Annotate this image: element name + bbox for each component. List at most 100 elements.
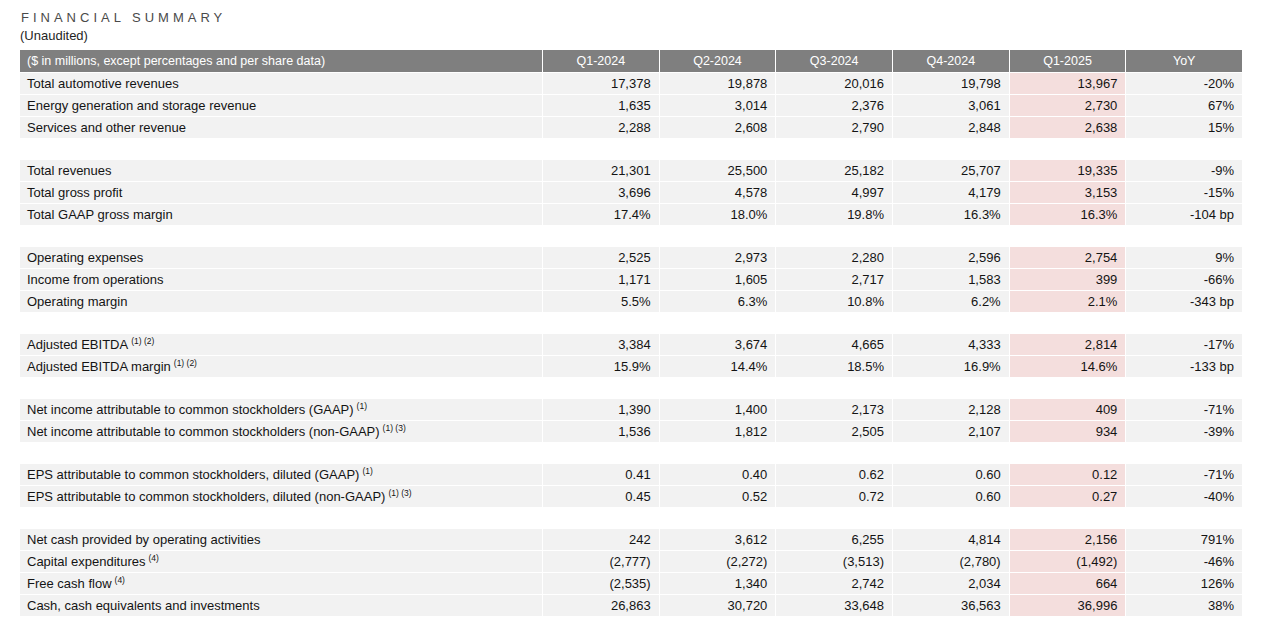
- table-row: Net income attributable to common stockh…: [20, 421, 1242, 443]
- row-label-text: Adjusted EBITDA margin: [27, 359, 171, 374]
- footnote-ref: (1) (2): [131, 336, 154, 346]
- footnote-ref: (1) (2): [174, 358, 197, 368]
- footnote-ref: (1) (3): [388, 488, 411, 498]
- value-cell-q4-2024: 16.9%: [893, 356, 1010, 377]
- value-cell-q4-2024: 19,798: [893, 73, 1010, 94]
- value-cell-q3-2024: 20,016: [776, 73, 893, 94]
- table-row: EPS attributable to common stockholders,…: [20, 486, 1242, 508]
- row-label: Total gross profit: [20, 182, 543, 203]
- value-cell-q3-2024: 2,280: [776, 247, 893, 268]
- column-header-q1-2025: Q1-2025: [1010, 50, 1127, 72]
- row-label: Cash, cash equivalents and investments: [20, 595, 543, 616]
- table-row: Net cash provided by operating activitie…: [20, 529, 1242, 551]
- value-cell-q1-2024: 1,390: [543, 399, 660, 420]
- value-cell-q1-2024: 2,525: [543, 247, 660, 268]
- value-cell-q4-2024: 2,107: [893, 421, 1010, 442]
- row-label: Energy generation and storage revenue: [20, 95, 543, 116]
- column-header-q1-2024: Q1-2024: [543, 50, 660, 72]
- value-cell-q4-2024: 0.60: [893, 464, 1010, 485]
- yoy-value: -20%: [1126, 73, 1242, 94]
- row-label-text: Net income attributable to common stockh…: [27, 424, 380, 439]
- value-cell-q3-2024: 19.8%: [776, 204, 893, 225]
- value-cell-q1-2024: 0.45: [543, 486, 660, 507]
- financial-summary-page: FINANCIAL SUMMARY (Unaudited) ($ in mill…: [0, 0, 1280, 617]
- value-cell-q4-2024: 3,061: [893, 95, 1010, 116]
- value-cell-q1-2025: 409: [1010, 399, 1127, 420]
- yoy-value: 67%: [1126, 95, 1242, 116]
- value-cell-q2-2024: 1,812: [660, 421, 777, 442]
- yoy-value: -39%: [1126, 421, 1242, 442]
- value-cell-q1-2024: 17,378: [543, 73, 660, 94]
- value-cell-q2-2024: 3,674: [660, 334, 777, 355]
- value-cell-q1-2024: 15.9%: [543, 356, 660, 377]
- value-cell-q2-2024: 1,605: [660, 269, 777, 290]
- row-label-text: Total automotive revenues: [27, 76, 179, 91]
- value-cell-q2-2024: 1,400: [660, 399, 777, 420]
- table-row: Capital expenditures(4)(2,777)(2,272)(3,…: [20, 551, 1242, 573]
- table-row: Operating margin5.5%6.3%10.8%6.2%2.1%-34…: [20, 291, 1242, 313]
- value-cell-q1-2025: 0.12: [1010, 464, 1127, 485]
- value-cell-q1-2025: 2,730: [1010, 95, 1127, 116]
- value-cell-q3-2024: 33,648: [776, 595, 893, 616]
- row-label-text: Cash, cash equivalents and investments: [27, 598, 260, 613]
- table-row: Services and other revenue2,2882,6082,79…: [20, 117, 1242, 139]
- value-cell-q4-2024: 2,128: [893, 399, 1010, 420]
- footnote-ref: (1): [357, 401, 367, 411]
- value-cell-q4-2024: 16.3%: [893, 204, 1010, 225]
- yoy-value: -66%: [1126, 269, 1242, 290]
- yoy-value: 9%: [1126, 247, 1242, 268]
- value-cell-q4-2024: 2,596: [893, 247, 1010, 268]
- value-cell-q1-2025: 934: [1010, 421, 1127, 442]
- yoy-value: -15%: [1126, 182, 1242, 203]
- value-cell-q2-2024: 0.40: [660, 464, 777, 485]
- column-header-q4-2024: Q4-2024: [893, 50, 1010, 72]
- value-cell-q1-2025: 2,754: [1010, 247, 1127, 268]
- row-label-text: Capital expenditures: [27, 554, 146, 569]
- yoy-value: 126%: [1126, 573, 1242, 594]
- value-cell-q3-2024: 2,717: [776, 269, 893, 290]
- table-row: Net income attributable to common stockh…: [20, 399, 1242, 421]
- row-label-text: Operating margin: [27, 294, 127, 309]
- row-label: Adjusted EBITDA margin(1) (2): [20, 356, 543, 377]
- value-cell-q4-2024: 4,179: [893, 182, 1010, 203]
- yoy-value: -71%: [1126, 464, 1242, 485]
- value-cell-q2-2024: 19,878: [660, 73, 777, 94]
- row-label-text: Free cash flow: [27, 576, 112, 591]
- value-cell-q2-2024: 30,720: [660, 595, 777, 616]
- table-row: Adjusted EBITDA margin(1) (2)15.9%14.4%1…: [20, 356, 1242, 378]
- value-cell-q1-2024: 0.41: [543, 464, 660, 485]
- section-gap: [20, 226, 1242, 247]
- footnote-ref: (4): [115, 575, 125, 585]
- value-cell-q2-2024: 2,608: [660, 117, 777, 138]
- value-cell-q4-2024: 2,034: [893, 573, 1010, 594]
- value-cell-q1-2024: (2,777): [543, 551, 660, 572]
- value-cell-q1-2025: 0.27: [1010, 486, 1127, 507]
- value-cell-q2-2024: 3,014: [660, 95, 777, 116]
- value-cell-q4-2024: 6.2%: [893, 291, 1010, 312]
- table-row: Total gross profit3,6964,5784,9974,1793,…: [20, 182, 1242, 204]
- value-cell-q3-2024: (3,513): [776, 551, 893, 572]
- value-cell-q1-2024: 242: [543, 529, 660, 550]
- yoy-value: -71%: [1126, 399, 1242, 420]
- value-cell-q1-2025: 664: [1010, 573, 1127, 594]
- value-cell-q1-2025: (1,492): [1010, 551, 1127, 572]
- value-cell-q3-2024: 0.72: [776, 486, 893, 507]
- yoy-value: -133 bp: [1126, 356, 1242, 377]
- page-title: FINANCIAL SUMMARY: [21, 9, 1280, 27]
- table-row: Operating expenses2,5252,9732,2802,5962,…: [20, 247, 1242, 269]
- row-label-text: Energy generation and storage revenue: [27, 98, 256, 113]
- table-row: Cash, cash equivalents and investments26…: [20, 595, 1242, 617]
- value-cell-q1-2025: 2,638: [1010, 117, 1127, 138]
- value-cell-q4-2024: (2,780): [893, 551, 1010, 572]
- value-cell-q1-2024: (2,535): [543, 573, 660, 594]
- value-cell-q4-2024: 4,333: [893, 334, 1010, 355]
- row-label-text: Total revenues: [27, 163, 112, 178]
- row-label-text: Total gross profit: [27, 185, 122, 200]
- value-cell-q2-2024: 3,612: [660, 529, 777, 550]
- row-label: Adjusted EBITDA(1) (2): [20, 334, 543, 355]
- value-cell-q1-2024: 1,171: [543, 269, 660, 290]
- row-label-text: Operating expenses: [27, 250, 143, 265]
- value-cell-q2-2024: 4,578: [660, 182, 777, 203]
- yoy-value: -9%: [1126, 160, 1242, 181]
- row-label: Free cash flow(4): [20, 573, 543, 594]
